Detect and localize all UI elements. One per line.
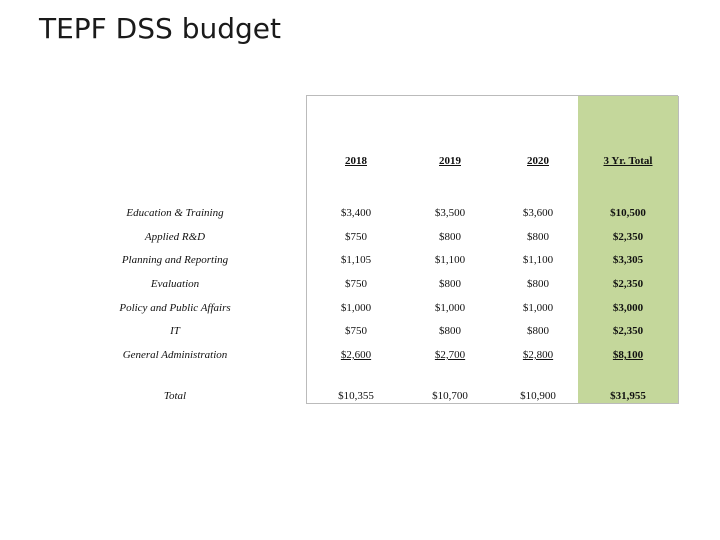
cell-it-2018: $750	[345, 325, 367, 337]
cell-policy-total: $3,000	[612, 302, 644, 314]
cell-education-total: $10,500	[610, 207, 646, 219]
row-label-policy-public-affairs: Policy and Public Affairs	[119, 302, 231, 314]
cell-education-2019: $3,500	[434, 207, 466, 219]
row-label-education-training: Education & Training	[126, 207, 224, 219]
header-3yr-total: 3 Yr. Total	[603, 155, 653, 167]
cell-it-total: $2,350	[612, 325, 644, 337]
cell-policy-2018: $1,000	[340, 302, 372, 314]
cell-planning-2020: $1,100	[522, 254, 554, 266]
cell-planning-2018: $1,105	[340, 254, 372, 266]
cell-general-admin-2020: $2,800	[522, 349, 554, 361]
cell-applied-rd-2020: $800	[527, 231, 549, 243]
cell-total-2019: $10,700	[432, 390, 468, 402]
cell-education-2020: $3,600	[522, 207, 554, 219]
slide-title: TEPF DSS budget	[39, 12, 281, 45]
cell-applied-rd-2018: $750	[345, 231, 367, 243]
row-label-evaluation: Evaluation	[150, 278, 200, 290]
header-2019: 2019	[439, 155, 461, 167]
total-column-highlight	[578, 96, 678, 404]
cell-it-2020: $800	[527, 325, 549, 337]
table-right-border	[678, 96, 679, 404]
cell-evaluation-total: $2,350	[612, 278, 644, 290]
row-label-it: IT	[170, 325, 180, 337]
row-label-applied-rd: Applied R&D	[144, 231, 206, 243]
cell-planning-2019: $1,100	[434, 254, 466, 266]
header-2018: 2018	[345, 155, 367, 167]
cell-education-2018: $3,400	[340, 207, 372, 219]
table-left-border	[306, 96, 307, 404]
row-label-planning-reporting: Planning and Reporting	[121, 254, 229, 266]
row-label-total: Total	[163, 390, 187, 402]
cell-total-2020: $10,900	[520, 390, 556, 402]
table-bottom-border	[306, 403, 678, 404]
cell-general-admin-total: $8,100	[612, 349, 644, 361]
cell-evaluation-2018: $750	[345, 278, 367, 290]
cell-policy-2019: $1,000	[434, 302, 466, 314]
header-2020: 2020	[527, 155, 549, 167]
cell-grand-total: $31,955	[610, 390, 646, 402]
cell-total-2018: $10,355	[338, 390, 374, 402]
cell-applied-rd-2019: $800	[439, 231, 461, 243]
row-label-general-administration: General Administration	[122, 349, 228, 361]
cell-evaluation-2019: $800	[439, 278, 461, 290]
cell-planning-total: $3,305	[612, 254, 644, 266]
cell-evaluation-2020: $800	[527, 278, 549, 290]
table-top-border	[306, 95, 678, 96]
cell-general-admin-2018: $2,600	[340, 349, 372, 361]
cell-general-admin-2019: $2,700	[434, 349, 466, 361]
cell-applied-rd-total: $2,350	[612, 231, 644, 243]
cell-policy-2020: $1,000	[522, 302, 554, 314]
cell-it-2019: $800	[439, 325, 461, 337]
